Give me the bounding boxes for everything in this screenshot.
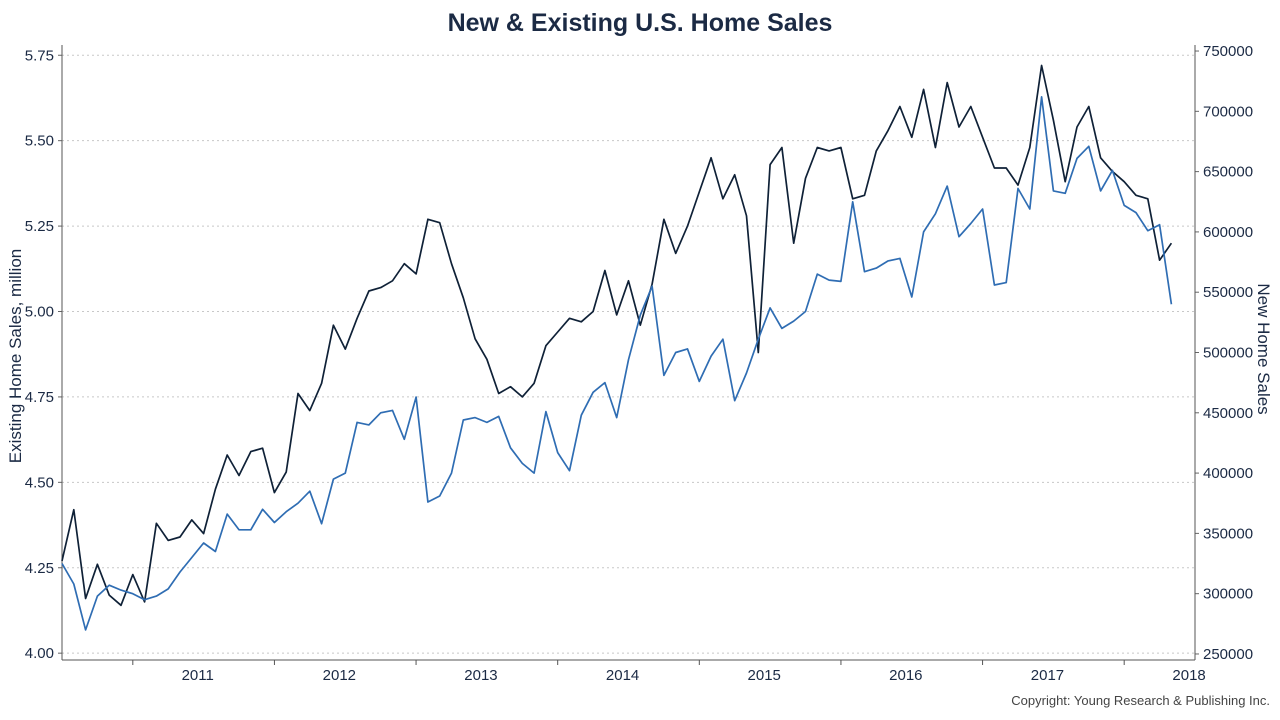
right-tick-label: 550000 (1203, 284, 1253, 301)
x-tick-label: 2016 (889, 667, 922, 684)
chart-title: New & Existing U.S. Home Sales (448, 9, 833, 37)
right-tick-label: 750000 (1203, 43, 1253, 60)
series-lines (61, 64, 1173, 631)
gridlines (62, 54, 1195, 654)
x-tick-label: 2011 (182, 667, 214, 684)
right-tick-label: 350000 (1203, 525, 1253, 542)
x-tick-label: 2017 (1031, 667, 1064, 684)
existing-home-sales-line (61, 64, 1173, 607)
right-tick-label: 400000 (1203, 465, 1253, 482)
right-tick-label: 700000 (1203, 103, 1253, 120)
right-tick-label: 500000 (1203, 345, 1253, 362)
x-tick-label: 2014 (606, 667, 639, 684)
left-axis-title: Existing Home Sales, million (6, 249, 25, 463)
right-tick-label: 650000 (1203, 164, 1253, 181)
axes: 4.00 4.25 4.50 4.75 5.00 5.25 5.50 5.75 250000 30… (25, 43, 1253, 684)
copyright-credit: Copyright: Young Research & Publishing I… (1011, 693, 1270, 708)
left-tick-label: 4.00 (25, 645, 54, 662)
left-tick-label: 4.75 (25, 389, 54, 406)
x-tick-label: 2012 (323, 667, 356, 684)
right-tick-label: 600000 (1203, 224, 1253, 241)
left-tick-label: 4.50 (25, 474, 54, 491)
left-tick-label: 4.25 (25, 560, 54, 577)
x-tick-label: 2013 (464, 667, 497, 684)
left-tick-label: 5.00 (25, 304, 54, 321)
right-tick-label: 250000 (1203, 646, 1253, 663)
x-tick-label: 2018 (1172, 667, 1205, 684)
right-axis-title: New Home Sales (1254, 283, 1273, 414)
left-tick-label: 5.75 (25, 47, 54, 64)
left-tick-label: 5.50 (25, 133, 54, 150)
right-tick-label: 450000 (1203, 405, 1253, 422)
left-tick-label: 5.25 (25, 218, 54, 235)
right-tick-label: 300000 (1203, 586, 1253, 603)
new-home-sales-line (61, 96, 1173, 631)
x-tick-label: 2015 (748, 667, 781, 684)
